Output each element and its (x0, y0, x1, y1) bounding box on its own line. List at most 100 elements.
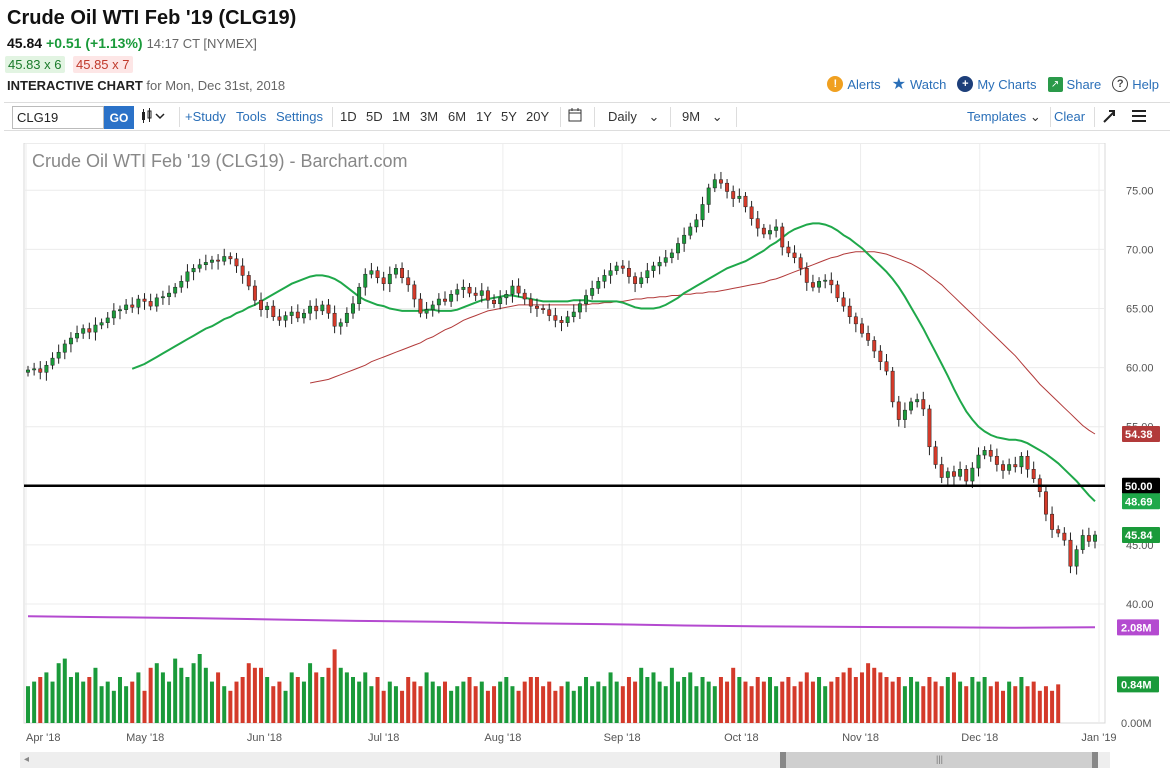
candle-body (823, 279, 828, 282)
calendar-icon[interactable] (568, 107, 582, 125)
study-button[interactable]: +Study (185, 109, 226, 124)
quote-time: 14:17 CT [NYMEX] (146, 36, 257, 51)
candle-body (614, 265, 619, 271)
help-label: Help (1132, 76, 1159, 92)
period-select[interactable]: 9M ⌄ (682, 109, 723, 125)
scroll-left-icon[interactable]: ◂ (24, 754, 30, 765)
volume-bar (461, 681, 466, 723)
volume-bar (1043, 686, 1048, 723)
calendar-glyph (568, 108, 582, 122)
templates-select[interactable]: Templates ⌄ (967, 109, 1041, 125)
price-chart-svg[interactable]: Crude Oil WTI Feb '19 (CLG19) - Barchart… (20, 142, 1165, 748)
date-tick-label: Nov '18 (842, 732, 879, 744)
candle-body (774, 226, 779, 231)
candle-body (829, 279, 834, 286)
candle-body (516, 285, 521, 294)
volume-bar (909, 677, 914, 723)
candle-body (884, 361, 889, 372)
range-5d[interactable]: 5D (366, 109, 383, 124)
volume-bar (841, 672, 846, 723)
candle-body (804, 268, 809, 283)
volume-layer: 2.08M 0.84M 0.00M (26, 615, 1159, 730)
menu-icon[interactable] (1131, 108, 1147, 127)
candle-body (148, 301, 153, 307)
range-5y[interactable]: 5Y (501, 109, 517, 124)
my-charts-link[interactable]: + My Charts (957, 76, 1037, 92)
volume-bar (326, 667, 331, 723)
volume-bar (99, 686, 104, 723)
expand-glyph (1103, 110, 1115, 123)
tools-button[interactable]: Tools (236, 109, 267, 124)
candle-body (528, 298, 533, 307)
candle-body (228, 256, 233, 260)
volume-bar (994, 681, 999, 723)
volume-bar (958, 681, 963, 723)
candle-body (676, 243, 680, 254)
volume-bar (847, 667, 852, 723)
volume-bar (798, 681, 803, 723)
volume-bar (1001, 690, 1006, 723)
menu-glyph (1132, 110, 1146, 122)
volume-bar (823, 686, 828, 723)
volume-bar (400, 690, 405, 723)
scroll-thumb[interactable]: ||| (780, 752, 1098, 768)
volume-bar (338, 667, 343, 723)
volume-bar (884, 677, 889, 723)
volume-bar (369, 686, 374, 723)
help-link[interactable]: ? Help (1112, 76, 1159, 92)
range-1y[interactable]: 1Y (476, 109, 492, 124)
candle-body (81, 328, 86, 334)
candle-body (498, 297, 503, 305)
share-link[interactable]: ↗ Share (1047, 76, 1101, 92)
volume-bar (160, 672, 165, 723)
candle-body (1031, 468, 1036, 479)
interval-select[interactable]: Daily ⌄ (608, 109, 659, 125)
candle-body (369, 270, 374, 275)
volume-bar (344, 672, 349, 723)
volume-bar (381, 690, 386, 723)
candle-body (467, 286, 472, 294)
candle-body (99, 322, 104, 326)
candle-body (473, 292, 478, 296)
volume-bar (56, 663, 61, 723)
candle-body (522, 292, 527, 300)
watch-link[interactable]: ★ Watch (892, 74, 947, 94)
candle-body (541, 308, 546, 310)
volume-badge (1117, 676, 1159, 693)
volume-bar (418, 686, 423, 723)
volume-bar (786, 677, 791, 723)
volume-bar (541, 686, 546, 723)
range-1d[interactable]: 1D (340, 109, 357, 124)
volume-bar (424, 672, 429, 723)
volume-bar (810, 681, 815, 723)
bid-badge: 45.83 x 6 (5, 56, 65, 73)
settings-button[interactable]: Settings (276, 109, 323, 124)
candle-body (1062, 532, 1067, 541)
candle-body (872, 340, 877, 352)
candle-body (344, 312, 349, 323)
candlestick-type-icon[interactable] (140, 108, 166, 127)
volume-bar (608, 672, 613, 723)
volume-bar (614, 681, 619, 723)
price-badge-label: 48.69 (1125, 496, 1153, 508)
chart-scrollbar[interactable]: ◂ ||| (20, 752, 1110, 768)
range-20y[interactable]: 20Y (526, 109, 550, 124)
price-badges: 54.38 50.00 48.69 45.84 (1122, 426, 1160, 543)
chart-date-label: INTERACTIVE CHART for Mon, Dec 31st, 201… (7, 78, 285, 93)
chart-area[interactable]: Crude Oil WTI Feb '19 (CLG19) - Barchart… (20, 142, 1165, 744)
volume-bar (902, 686, 907, 723)
range-1m[interactable]: 1M (392, 109, 411, 124)
candle-body (639, 277, 644, 284)
candle-body (443, 298, 447, 302)
range-6m[interactable]: 6M (448, 109, 467, 124)
clear-button[interactable]: Clear (1054, 109, 1086, 124)
volume-bar (1007, 681, 1012, 723)
alerts-link[interactable]: ! Alerts (827, 76, 881, 92)
symbol-input[interactable] (12, 106, 104, 129)
chart-toolbar: GO +Study Tools Settings 1D 5D 1M 3M 6M … (4, 102, 1170, 131)
volume-bar (167, 681, 172, 723)
range-3m[interactable]: 3M (420, 109, 439, 124)
go-button[interactable]: GO (104, 106, 134, 129)
volume-bar (222, 686, 227, 723)
expand-icon[interactable] (1102, 108, 1116, 127)
